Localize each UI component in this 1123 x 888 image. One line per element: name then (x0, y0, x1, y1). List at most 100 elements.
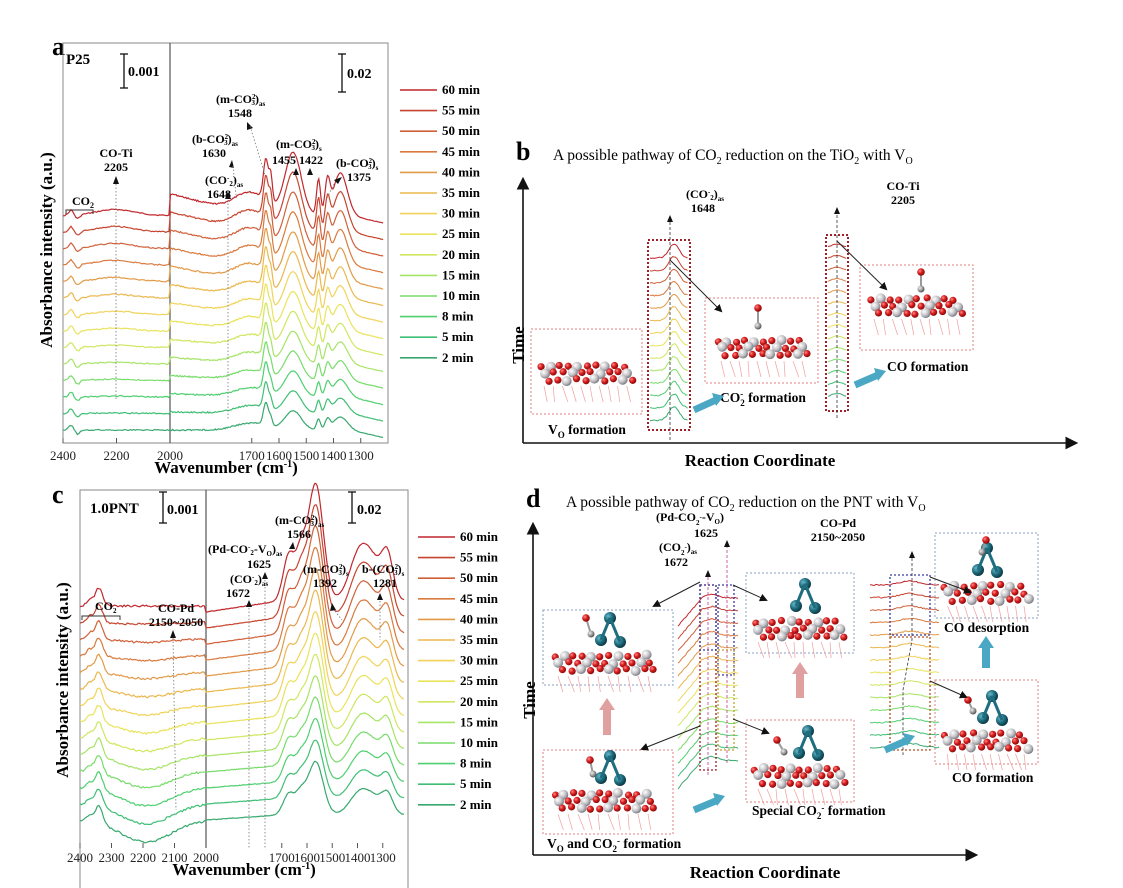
ann-mco3as-c: (m-CO2 3)as (275, 513, 325, 529)
peak-label-2-b: CO-Ti (886, 179, 920, 193)
o-atom (813, 632, 821, 640)
o-atom (823, 632, 831, 640)
ti-atom (1023, 744, 1034, 755)
o-atom (623, 804, 631, 812)
legend-entry: 60 min (442, 82, 481, 97)
spectrum-line-15-min (62, 321, 384, 373)
o-atom (582, 614, 590, 622)
blue-arrow-1-d (692, 796, 720, 814)
o-atom (823, 764, 831, 773)
panel-letter-b: b (516, 137, 530, 166)
ti-atom (802, 629, 813, 640)
ann-co2as-num-a: 1648 (207, 187, 231, 201)
o-atom (578, 368, 586, 377)
o-atom (787, 631, 795, 640)
o-atom (831, 617, 839, 625)
mini-spectrum (650, 406, 688, 422)
x-tick-label: 1700 (239, 448, 265, 463)
c-atom (917, 285, 925, 293)
mini-spectrum (869, 704, 940, 711)
o-atom (568, 667, 576, 675)
peak-label-3-d: CO-Pd (820, 516, 856, 530)
o-atom (781, 344, 790, 353)
o-atom (822, 617, 831, 625)
o-atom (777, 766, 785, 774)
o-atom (886, 296, 894, 304)
o-atom (774, 771, 782, 780)
step-label-2-d: Special CO2- formation (752, 803, 886, 821)
legend-entry: 8 min (442, 309, 474, 324)
ti-atom (786, 615, 797, 626)
spectra-box-1d-d (717, 649, 735, 751)
legend-entry: 35 min (442, 185, 481, 200)
structure-box-co2-b (704, 297, 819, 384)
x-tick-label: 2400 (50, 448, 76, 463)
o-atom (958, 596, 966, 604)
ti-atom (875, 293, 886, 304)
mini-spectrum (869, 617, 940, 624)
peak-label-2-d: (Pd-CO2--VO) (656, 510, 724, 527)
ti-atom (599, 361, 610, 372)
y-axis-title-d: Time (520, 681, 539, 719)
scale-bar-left-a: 0.001 (120, 53, 160, 89)
o-atom (732, 338, 741, 346)
scale-bar-right-c-label: 0.02 (357, 503, 382, 518)
o-atom (587, 667, 595, 675)
o-atom (917, 268, 925, 276)
structure-co2-formation (714, 304, 811, 378)
spectra-box-1-b (647, 239, 691, 431)
spectrum-line-20-min (79, 653, 405, 753)
peak-num-1-d: 1672 (664, 555, 688, 569)
o-atom (727, 344, 735, 352)
step-label-co2-b: CO-2 formation (720, 389, 806, 408)
legend-entry: 30 min (460, 653, 499, 668)
mini-spectrum (649, 256, 688, 272)
legend-entry: 20 min (460, 694, 499, 709)
legend-entry: 55 min (460, 550, 499, 565)
ti-atom (743, 341, 754, 352)
ann-bco3as-a: (b-CO2 3)as (192, 132, 238, 148)
o-atom (929, 308, 938, 316)
ti-atom (758, 763, 769, 774)
o-atom (601, 796, 609, 804)
ti-atom (612, 787, 623, 798)
ann-coti-a: CO-Ti (99, 146, 133, 160)
x-axis-title-d: Reaction Coordinate (690, 863, 841, 882)
panel-c: c 1.0PNT 0.001 0.02 2400 2300 2200 2100 2000… (52, 480, 499, 888)
spectra-box-2b-d (889, 636, 931, 751)
o-atom (748, 350, 756, 358)
step-label-4-d: CO desorption (944, 620, 1030, 635)
o-atom (768, 618, 776, 627)
x-tick-label: 2200 (104, 448, 130, 463)
x-ticks-c: 2400 2300 2200 2100 2000 1700 1600 1500 1400 1300 (67, 843, 396, 865)
ti-atom (771, 342, 782, 353)
ti-atom (812, 763, 823, 774)
ti-atom (966, 595, 977, 606)
o-atom (769, 764, 777, 772)
o-atom (800, 772, 808, 780)
o-atom (958, 743, 967, 751)
structure-vo-formation (537, 361, 637, 403)
y-axis-title-c: Absorbance intensity (a.u.) (53, 582, 72, 778)
ann-mco3s-c: (m-CO2 3)s (303, 562, 349, 578)
o-atom (572, 375, 581, 383)
ti-atom (567, 367, 578, 378)
o-atom (759, 349, 767, 358)
ti-atom (1006, 728, 1017, 739)
o-atom (826, 625, 834, 633)
o-atom (601, 377, 609, 385)
ti-atom (613, 651, 624, 662)
ti-atom (776, 631, 787, 642)
o-atom (884, 308, 893, 317)
sample-label-a: P25 (66, 52, 90, 68)
structure-co-formation-d (940, 690, 1034, 771)
o-atom (569, 652, 577, 660)
o-atom (624, 652, 632, 661)
mini-spectrum (649, 393, 688, 409)
o-atom (959, 730, 967, 738)
ti-atom (781, 771, 792, 782)
spectrum-line-10-min (62, 341, 384, 389)
o-atom (768, 337, 776, 345)
panel-b: b A possible pathway of CO2 reduction on… (509, 137, 1079, 470)
o-atom (564, 362, 572, 370)
